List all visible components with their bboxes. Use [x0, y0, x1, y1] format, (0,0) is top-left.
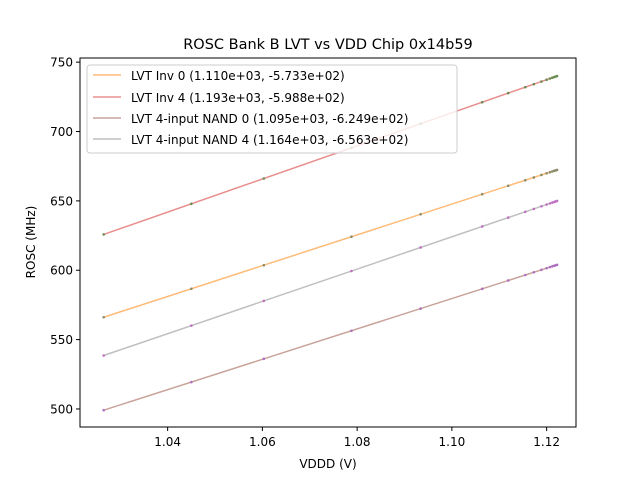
x-tick-label: 1.12 — [533, 435, 560, 449]
data-point-nand0 — [540, 268, 543, 272]
data-point-inv0 — [548, 170, 552, 174]
data-point-inv0 — [262, 263, 266, 267]
x-tick-label: 1.08 — [344, 435, 371, 449]
data-point-inv0 — [555, 168, 559, 172]
data-point-nand0 — [555, 263, 559, 267]
legend-box — [86, 64, 458, 154]
legend-label-nand4: LVT 4-input NAND 4 (1.164e+03, -6.563e+0… — [131, 133, 408, 147]
data-point-inv4 — [524, 85, 527, 89]
data-point-nand0 — [419, 307, 422, 310]
y-tick-label: 750 — [50, 56, 73, 70]
x-axis-ticks: 1.04 1.06 1.08 1.10 1.12 — [154, 427, 560, 449]
axes-frame — [79, 57, 577, 428]
data-point-nand4 — [524, 210, 527, 214]
data-point-inv4 — [555, 74, 559, 78]
data-point-inv4 — [102, 233, 105, 236]
data-point-inv4 — [540, 80, 543, 83]
data-point-nand0 — [545, 266, 548, 270]
data-point-nand0 — [548, 265, 552, 269]
data-point-nand4 — [102, 354, 105, 357]
y-tick-label: 500 — [50, 402, 73, 416]
data-point-inv0 — [350, 235, 353, 239]
data-point-nand4 — [190, 324, 193, 327]
data-point-nand4 — [532, 207, 536, 211]
data-point-nand0 — [190, 380, 193, 384]
data-point-inv0 — [419, 212, 422, 216]
data-point-inv0 — [506, 184, 510, 188]
data-point-inv4 — [548, 77, 552, 80]
legend-label-inv0: LVT Inv 0 (1.110e+03, -5.733e+02) — [131, 69, 345, 83]
data-point-inv0 — [524, 178, 527, 182]
data-point-nand0 — [506, 279, 510, 282]
data-point-nand0 — [102, 408, 105, 412]
data-point-inv4 — [545, 78, 548, 81]
data-point-inv0 — [190, 287, 193, 291]
data-point-nand0 — [350, 329, 353, 333]
legend: LVT Inv 0 (1.110e+03, -5.733e+02) LVT In… — [86, 64, 458, 154]
y-tick-label: 550 — [50, 333, 73, 347]
y-tick-label: 700 — [50, 125, 73, 139]
data-point-nand4 — [480, 225, 484, 228]
data-point-nand4 — [555, 199, 559, 203]
data-point-inv0 — [480, 192, 484, 196]
y-tick-label: 600 — [50, 264, 73, 278]
data-point-inv4 — [262, 177, 266, 180]
data-point-nand0 — [532, 270, 536, 274]
legend-label-inv4: LVT Inv 4 (1.193e+03, -5.988e+02) — [131, 91, 345, 105]
y-axis-ticks: 500 550 600 650 700 750 — [50, 56, 80, 416]
data-point-nand0 — [480, 287, 484, 291]
data-point-nand4 — [262, 299, 266, 303]
data-point-inv4 — [190, 202, 193, 206]
data-point-inv0 — [102, 315, 105, 319]
data-point-nand4 — [540, 204, 543, 208]
x-axis-label: VDDD (V) — [299, 457, 356, 471]
data-point-inv0 — [540, 173, 543, 177]
data-point-nand4 — [419, 246, 422, 249]
x-tick-label: 1.10 — [439, 435, 466, 449]
x-tick-label: 1.06 — [249, 435, 276, 449]
data-point-nand4 — [548, 202, 552, 205]
data-point-inv4 — [532, 82, 536, 86]
legend-label-nand0: LVT 4-input NAND 0 (1.095e+03, -6.249e+0… — [131, 112, 408, 126]
data-point-inv0 — [532, 176, 536, 179]
data-point-nand4 — [545, 203, 548, 206]
data-point-nand4 — [350, 269, 353, 273]
x-tick-label: 1.04 — [154, 435, 181, 449]
data-point-inv0 — [545, 171, 548, 175]
data-point-inv4 — [506, 91, 510, 95]
data-point-inv4 — [480, 100, 484, 104]
data-point-nand4 — [506, 216, 510, 219]
chart-title: ROSC Bank B LVT vs VDD Chip 0x14b59 — [183, 37, 473, 53]
y-tick-label: 650 — [50, 194, 73, 208]
y-axis-label: ROSC (MHz) — [24, 206, 38, 279]
data-point-nand0 — [262, 357, 266, 361]
data-point-nand0 — [524, 273, 527, 277]
